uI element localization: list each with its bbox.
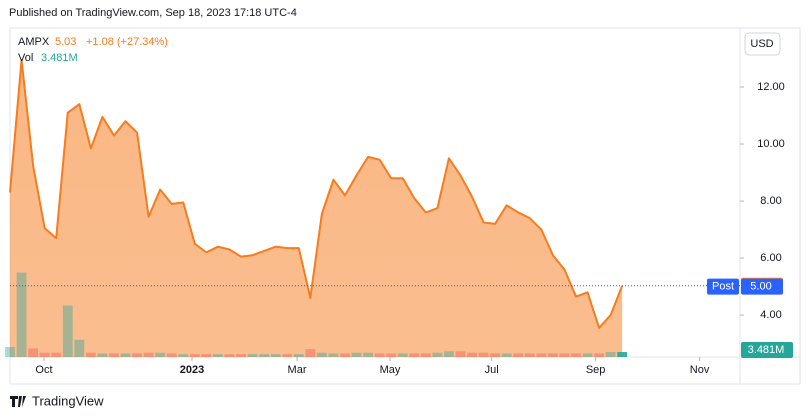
volume-bar <box>166 353 177 357</box>
volume-bar <box>559 353 570 357</box>
volume-bar <box>316 352 327 357</box>
volume-bar <box>143 352 154 357</box>
volume-bar <box>16 272 27 357</box>
x-tick-label: Jul <box>485 364 499 376</box>
volume-bar <box>363 352 373 357</box>
x-tick-label: May <box>380 364 401 376</box>
volume-bar <box>282 354 293 357</box>
x-tick-label: Sep <box>586 364 606 376</box>
y-tick-label: 10.00 <box>757 138 785 150</box>
volume-bar <box>62 305 73 357</box>
volume-bar <box>432 352 443 357</box>
volume-bar <box>247 354 258 357</box>
volume-bar <box>224 354 235 357</box>
price-area <box>10 59 623 358</box>
y-tick-label: 8.00 <box>760 195 781 207</box>
volume-bar <box>536 353 547 357</box>
volume-bar <box>386 353 397 357</box>
x-tick-label: Nov <box>690 364 710 376</box>
volume-bar <box>201 354 212 357</box>
volume-bar <box>420 353 431 357</box>
y-tick-label: 6.00 <box>760 252 781 264</box>
change: +1.08 (+27.34%) <box>86 36 168 48</box>
volume-bar <box>270 354 281 357</box>
volume-bar <box>513 353 524 357</box>
volume-bar <box>455 351 466 357</box>
y-tick-label: 4.00 <box>760 309 781 321</box>
volume-bar <box>51 352 62 357</box>
volume-bar <box>5 346 15 357</box>
currency-button[interactable] <box>744 32 781 56</box>
volume-bar <box>478 352 489 357</box>
post-label: Post <box>712 280 734 292</box>
volume-bar <box>155 352 166 357</box>
volume-value: 3.481M <box>41 52 78 64</box>
volume-bar <box>178 354 189 357</box>
volume-bar <box>374 353 385 357</box>
volume-bar <box>582 353 593 357</box>
volume-bar <box>109 353 119 357</box>
volume-bar <box>328 353 339 357</box>
volume-bar <box>467 352 477 357</box>
volume-bar <box>213 354 223 357</box>
post-box <box>707 278 739 295</box>
volume-bar <box>605 351 616 357</box>
currency: USD <box>750 38 773 50</box>
volume-bar <box>340 353 350 357</box>
volume-bar <box>617 352 628 357</box>
volume-bar <box>236 354 246 357</box>
volume-bar <box>594 353 604 357</box>
y-tick-label: 12.00 <box>757 81 785 93</box>
volume-bar <box>259 354 270 357</box>
symbol: AMPX <box>18 36 50 48</box>
volume-bar <box>293 354 304 357</box>
volume-bar <box>524 353 535 357</box>
volume-bar <box>305 349 316 357</box>
volume-bar <box>351 352 362 357</box>
volume-tag: 3.481M <box>748 344 785 356</box>
footer: TradingView <box>32 393 104 408</box>
volume-bar <box>501 353 512 357</box>
volume-bar <box>571 353 581 357</box>
volume-bar <box>409 353 420 357</box>
volume-bar <box>85 352 96 357</box>
plot <box>5 28 800 384</box>
header: Published on TradingView.com, Sep 18, 20… <box>9 7 297 19</box>
x-tick-label: Mar <box>288 364 307 376</box>
last-price: 5.03 <box>55 36 76 48</box>
volume-bar <box>120 353 131 357</box>
volume-bar <box>28 348 39 357</box>
volume-bar <box>132 353 142 357</box>
volume-label: Vol <box>18 52 33 64</box>
volume-bar <box>397 353 408 357</box>
logo <box>10 396 26 407</box>
volume-bar <box>189 354 200 357</box>
volume-bar <box>39 352 50 357</box>
post-price-tag: 5.00 <box>750 280 771 292</box>
post-price-box <box>741 278 783 295</box>
x-tick-label: 2023 <box>180 364 204 376</box>
x-tick-label: Oct <box>35 364 52 376</box>
volume-bar <box>74 339 85 357</box>
volume-bar <box>490 353 501 357</box>
volume-bar <box>97 353 108 357</box>
price-line <box>9 58 624 329</box>
volume-bar <box>547 353 558 357</box>
volume-bar <box>444 351 454 357</box>
volume-box <box>741 342 793 359</box>
